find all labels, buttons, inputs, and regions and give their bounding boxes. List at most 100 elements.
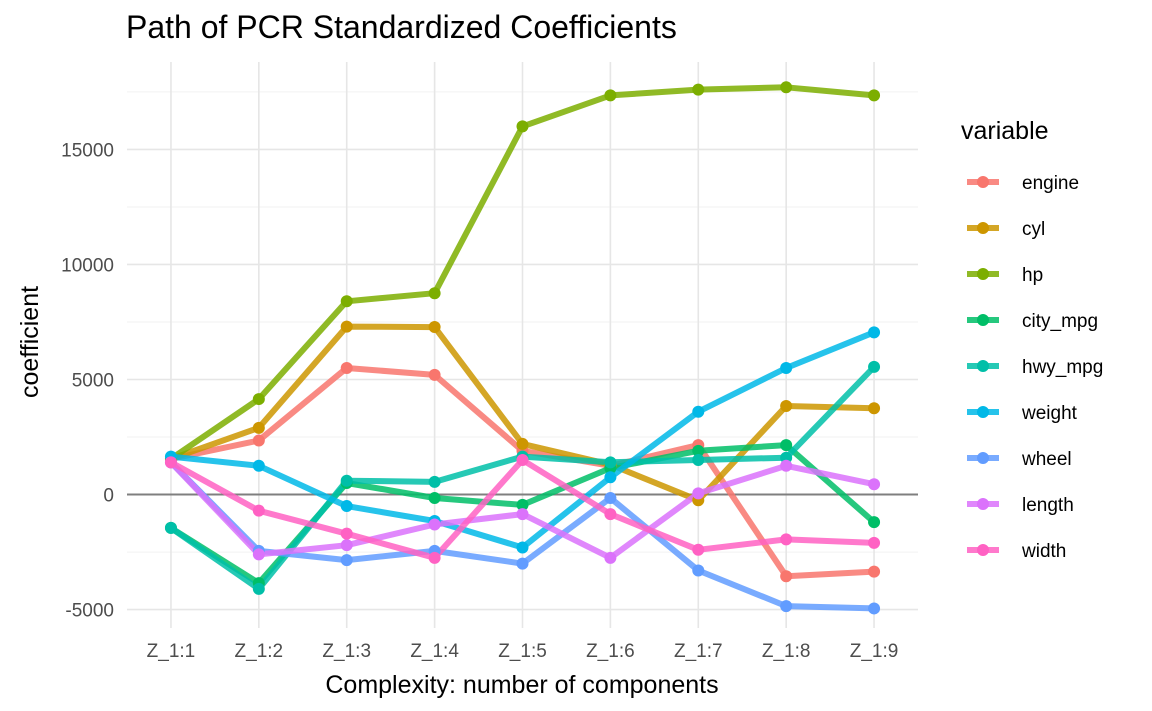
legend-title: variable (961, 117, 1049, 145)
data-point-width (692, 543, 705, 556)
legend-label: city_mpg (1022, 311, 1098, 332)
data-point-hp (692, 83, 705, 96)
data-point-weight (516, 541, 529, 554)
legend-label: hwy_mpg (1022, 357, 1103, 378)
legend-key-point (977, 268, 989, 280)
data-point-length (252, 548, 265, 561)
data-point-weight (692, 405, 705, 418)
data-point-width (780, 533, 793, 546)
legend-item-weight: weight (967, 403, 1078, 424)
data-point-hwy_mpg (692, 454, 705, 467)
data-point-weight (340, 500, 353, 513)
data-point-hp (252, 393, 265, 406)
data-point-cyl (868, 402, 881, 415)
data-point-width (252, 504, 265, 517)
legend-item-width: width (967, 541, 1066, 562)
legend-key-point (977, 176, 989, 188)
data-point-cyl (340, 320, 353, 333)
data-point-hp (780, 81, 793, 94)
x-tick-label: Z_1:2 (235, 641, 284, 662)
legend-key-point (977, 360, 989, 372)
data-point-hwy_mpg (340, 474, 353, 487)
data-point-city_mpg (516, 498, 529, 511)
y-tick-label: -5000 (65, 601, 114, 622)
data-point-wheel (868, 602, 881, 615)
data-point-hwy_mpg (164, 521, 177, 534)
legend-label: cyl (1022, 219, 1045, 240)
data-point-hwy_mpg (604, 456, 617, 469)
data-point-hp (340, 295, 353, 308)
data-point-city_mpg (780, 439, 793, 452)
y-tick-label: 0 (103, 486, 114, 507)
data-point-hwy_mpg (252, 582, 265, 595)
legend-item-hp: hp (967, 265, 1043, 286)
legend-key-point (977, 406, 989, 418)
data-point-width (604, 508, 617, 521)
legend-label: weight (1021, 403, 1078, 424)
data-point-hp (428, 287, 441, 300)
data-point-width (164, 456, 177, 469)
data-point-cyl (516, 437, 529, 450)
data-point-length (604, 551, 617, 564)
legend-item-length: length (967, 495, 1074, 516)
data-point-cyl (780, 399, 793, 412)
x-tick-label: Z_1:5 (498, 641, 547, 662)
data-point-hwy_mpg (428, 475, 441, 488)
data-point-engine (780, 570, 793, 583)
y-tick-label: 5000 (72, 371, 114, 392)
data-point-width (868, 536, 881, 549)
plot-panel (127, 62, 918, 628)
data-point-wheel (604, 492, 617, 505)
data-point-hwy_mpg (868, 360, 881, 373)
chart-title: Path of PCR Standardized Coefficients (126, 9, 677, 45)
x-axis-tick-labels: Z_1:1 Z_1:2 Z_1:3 Z_1:4 Z_1:5 Z_1:6 Z_1:7 Z_1:8… (147, 641, 899, 662)
x-tick-label: Z_1:4 (410, 641, 459, 662)
series-points (164, 81, 881, 615)
y-tick-label: 10000 (61, 255, 114, 276)
data-point-wheel (692, 564, 705, 577)
x-tick-label: Z_1:7 (674, 641, 723, 662)
data-point-width (516, 454, 529, 467)
legend-key-point (977, 544, 989, 556)
data-point-length (868, 478, 881, 491)
legend-item-cyl: cyl (967, 219, 1045, 240)
data-point-cyl (252, 421, 265, 434)
y-axis-title: coefficient (16, 286, 44, 398)
legend-label: width (1021, 541, 1066, 562)
data-point-weight (780, 362, 793, 375)
legend-item-hwy_mpg: hwy_mpg (967, 357, 1103, 378)
data-point-city_mpg (692, 444, 705, 457)
data-point-width (428, 551, 441, 564)
data-point-hp (516, 120, 529, 133)
data-point-wheel (780, 600, 793, 613)
data-point-length (516, 508, 529, 521)
x-axis-title: Complexity: number of components (325, 671, 718, 699)
x-tick-label: Z_1:9 (850, 641, 899, 662)
legend-item-wheel: wheel (967, 449, 1072, 470)
legend: variable engine cyl hp city_mpg hwy_mpgweigh… (961, 117, 1103, 562)
data-point-weight (604, 471, 617, 484)
y-tick-label: 15000 (61, 140, 114, 161)
legend-item-engine: engine (967, 173, 1079, 194)
legend-key-point (977, 452, 989, 464)
x-tick-label: Z_1:3 (322, 641, 371, 662)
data-point-engine (252, 434, 265, 447)
legend-label: hp (1022, 265, 1043, 286)
x-tick-label: Z_1:8 (762, 641, 811, 662)
data-point-length (340, 539, 353, 552)
data-point-engine (340, 362, 353, 375)
data-point-length (428, 518, 441, 531)
y-axis-tick-labels: -5000 0 5000 10000 15000 (61, 140, 114, 621)
data-point-length (692, 487, 705, 500)
data-point-engine (428, 368, 441, 381)
x-tick-label: Z_1:1 (147, 641, 196, 662)
legend-key-point (977, 222, 989, 234)
x-tick-label: Z_1:6 (586, 641, 635, 662)
data-point-hp (868, 89, 881, 102)
data-point-length (780, 459, 793, 472)
legend-label: wheel (1021, 449, 1072, 470)
data-point-city_mpg (868, 516, 881, 529)
data-point-engine (868, 565, 881, 578)
